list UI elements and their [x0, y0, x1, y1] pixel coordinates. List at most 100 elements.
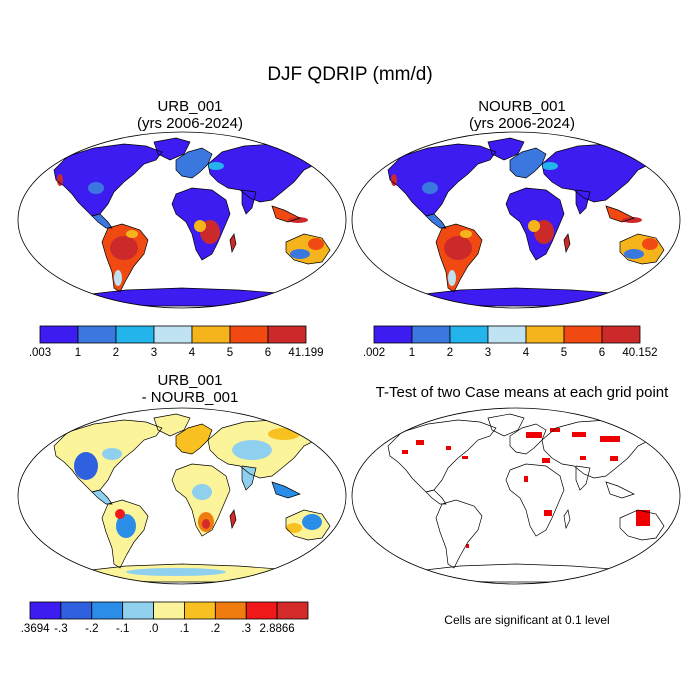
colorbar-tick-label: .3 [241, 623, 251, 635]
coastline-namerica [387, 143, 497, 217]
map-diff [17, 407, 347, 585]
colorbar-swatch [39, 325, 79, 344]
data-region [446, 446, 451, 450]
coastline-europe [175, 423, 213, 455]
colorbar-swatch [449, 325, 489, 344]
coastline-namerica [53, 143, 163, 217]
coastline-seasia [605, 205, 635, 223]
continent-namerica [54, 144, 162, 216]
colorbar-tick-label: -.3 [54, 623, 67, 635]
coastline-namerica [387, 419, 497, 493]
continent-europe [176, 148, 212, 178]
continent-centam [426, 490, 446, 504]
data-region [110, 236, 138, 260]
data-region [126, 230, 138, 238]
continent-centam [92, 214, 112, 228]
data-region [600, 436, 620, 442]
colorbar-tick-label: 2.8866 [260, 623, 295, 635]
continent-asia [542, 144, 654, 202]
continent-india [242, 190, 256, 214]
continent-europe [510, 148, 546, 178]
data-region [572, 432, 586, 437]
data-region [580, 456, 586, 460]
data-region [268, 428, 300, 440]
coastline-madagascar [563, 509, 571, 530]
data-region [636, 510, 650, 526]
data-region [624, 249, 644, 259]
data-region [88, 182, 104, 194]
data-region [610, 456, 618, 461]
data-region [542, 162, 558, 170]
colorbar-swatch [122, 601, 154, 620]
continent-greenland [488, 138, 524, 160]
colorbar-diff: -2.3694 -.3 -.2 -.1 .0 .1 .2 .3 2.8866 [20, 601, 309, 635]
coastline-samerica [435, 223, 483, 293]
data-region [114, 270, 122, 286]
coastline-namerica [53, 419, 163, 493]
map-land-group [53, 137, 331, 307]
data-region [460, 230, 472, 238]
continent-samerica [436, 500, 482, 568]
colorbar-swatch [153, 325, 193, 344]
coastline-centam [425, 489, 447, 505]
panel-title-nourb: NOURB_001 (yrs 2006-2024) [362, 98, 682, 132]
data-region [116, 514, 136, 538]
coastline-australia [619, 233, 665, 265]
data-region [550, 428, 560, 432]
data-region [126, 568, 226, 576]
colorbar-tick-label: .003 [30, 347, 51, 359]
coastline-europe [509, 147, 547, 179]
panel-title-line1: URB_001 [157, 372, 223, 389]
panel-title-line2: - NOURB_001 [141, 389, 239, 406]
coastline-centam [425, 213, 447, 229]
map-ttest [351, 407, 681, 585]
coastline-greenland [487, 137, 525, 161]
colorbar-swatch [487, 325, 527, 344]
map-land-group [53, 413, 331, 583]
continent-india [576, 190, 590, 214]
data-region [302, 514, 322, 530]
coastline-samerica [101, 499, 149, 569]
panel-title-diff: URB_001 - NOURB_001 [30, 372, 350, 406]
colorbar-swatch [563, 325, 603, 344]
colorbar-tick-label: 5 [227, 347, 233, 359]
colorbar-tick-label: 3 [485, 347, 491, 359]
data-region [448, 270, 456, 286]
coastline-india [575, 189, 591, 215]
data-region [391, 174, 397, 186]
data-region [208, 162, 224, 170]
continent-greenland [154, 414, 190, 436]
data-region [402, 450, 408, 454]
coastline-india [241, 465, 257, 491]
colorbar-tick-label: 40.152 [622, 347, 657, 359]
colorbar-tick-label: 4 [189, 347, 196, 359]
colorbar-nourb: .002 1 2 3 4 5 6 40.152 [364, 325, 658, 359]
map-land-group [387, 137, 665, 307]
continent-greenland [488, 414, 524, 436]
coastline-centam [91, 489, 113, 505]
coastline-africa [505, 187, 565, 261]
panel-title-line2: (yrs 2006-2024) [137, 115, 243, 132]
colorbar-swatch [184, 601, 216, 620]
coastline-africa [171, 187, 231, 261]
colorbar-swatch [60, 601, 93, 620]
colorbar-swatch [115, 325, 155, 344]
continent-namerica [388, 144, 496, 216]
coastline-greenland [153, 137, 191, 161]
continent-seasia [606, 482, 634, 498]
data-region [622, 217, 642, 223]
panel-title-line1: URB_001 [157, 98, 223, 115]
coastline-seasia [605, 481, 635, 499]
coastline-india [241, 189, 257, 215]
data-region [642, 238, 658, 250]
data-region [308, 238, 324, 250]
colorbar-swatch [411, 325, 451, 344]
coastline-greenland [487, 413, 525, 437]
map-frame [351, 407, 681, 585]
coastline-samerica [101, 223, 149, 293]
colorbar-tick-label: -2.3694 [20, 623, 50, 635]
data-region [286, 523, 302, 533]
colorbar-tick-label: .1 [180, 623, 190, 635]
coastline-madagascar [229, 233, 237, 254]
panel-title-line2: (yrs 2006-2024) [469, 115, 575, 132]
